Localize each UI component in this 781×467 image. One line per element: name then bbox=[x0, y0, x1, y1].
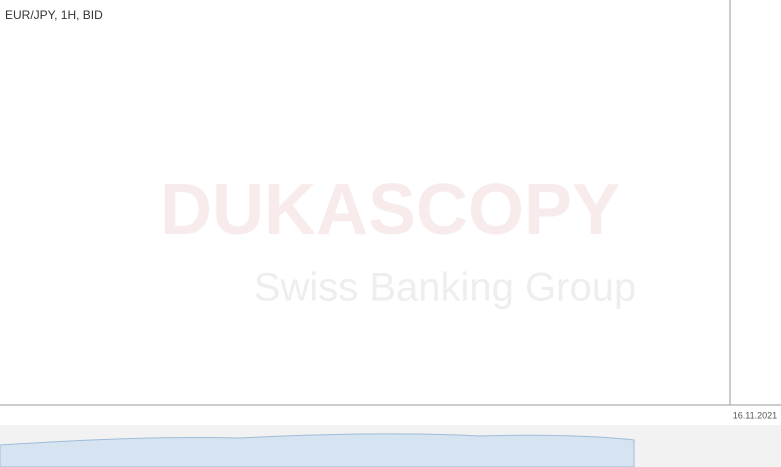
chart-title: EUR/JPY, 1H, BID bbox=[5, 8, 103, 22]
navigator-area bbox=[0, 433, 635, 467]
watermark: Swiss Banking Group bbox=[254, 266, 636, 310]
y-axis-panel bbox=[730, 0, 781, 405]
axis-date: 16.11.2021 bbox=[733, 410, 777, 420]
watermark: DUKASCOPY bbox=[160, 170, 620, 250]
